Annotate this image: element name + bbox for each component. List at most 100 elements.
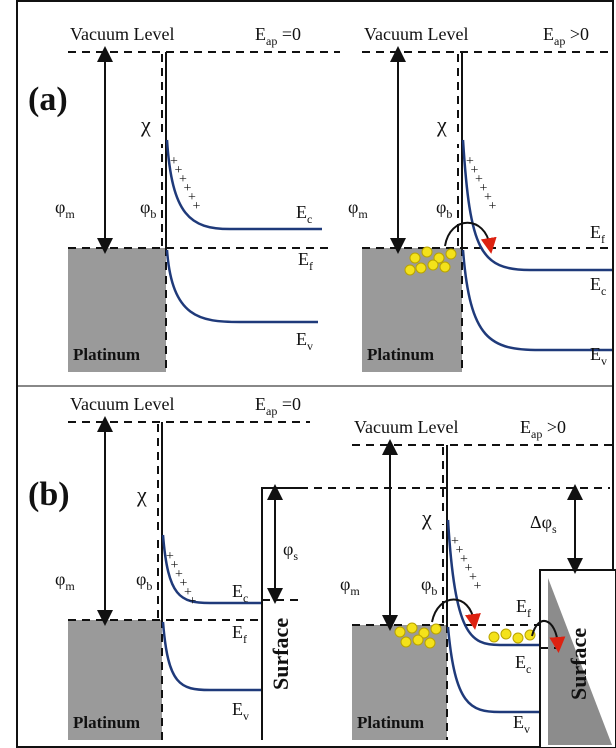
condition-label-base: E [255,24,266,44]
metal-label: Platinum [73,713,140,732]
electron [428,260,438,270]
surface-label: Surface [566,628,591,700]
phi-b-label: φb [436,197,452,221]
chi-label: χ [136,482,147,507]
electron [489,632,499,642]
phi-m-label-sub: m [65,207,75,221]
surface-label: Surface [268,618,293,690]
ec-label: Ec [590,274,606,298]
electron [401,637,411,647]
delta-phi-s-label-sub: s [552,522,557,536]
ef-label: Ef [590,222,605,246]
electron [410,253,420,263]
phi-b-label: φb [136,569,152,593]
ec-label-sub: c [307,212,312,226]
conduction-band [448,520,540,645]
condition-label-suffix: =0 [277,394,301,414]
electron [407,623,417,633]
ec-label: Ec [296,202,312,226]
electron [440,262,450,272]
ef-label-base: E [232,622,243,642]
phi-b-label-sub: b [146,579,152,593]
ec-label: Ec [515,652,531,676]
electron [431,624,441,634]
ec-label-base: E [296,202,307,222]
charge: + [489,199,497,214]
ev-label-sub: v [524,722,530,736]
phi-b-label-sub: b [446,207,452,221]
chi-label: χ [421,505,432,530]
metal-label: Platinum [367,345,434,364]
phi-b-label-sub: b [431,584,437,598]
electron [425,638,435,648]
ef-label-base: E [298,249,309,269]
phi-b-label-base: φ [421,574,431,594]
ev-label: Ev [296,329,313,353]
valence-band [463,250,612,350]
ev-label-base: E [296,329,307,349]
ef-label-sub: f [527,606,531,620]
ec-label: Ec [232,581,248,605]
electron-transfer [445,223,490,246]
ef-label-base: E [516,596,527,616]
condition-label-base: E [255,394,266,414]
ec-label-base: E [590,274,601,294]
charge: + [474,579,482,594]
delta-phi-s-label: Δφs [530,512,557,536]
phi-s-label-sub: s [293,549,298,563]
ev-label: Ev [513,712,530,736]
ef-label-sub: f [309,259,313,273]
metal-label: Platinum [73,345,140,364]
ec-label-base: E [515,652,526,672]
condition-label-sub: ap [266,34,277,48]
condition-label-base: E [520,417,531,437]
phi-m-label: φm [340,574,360,598]
phi-m-label-base: φ [55,197,65,217]
electron [513,633,523,643]
ev-label-sub: v [243,709,249,723]
surface-edge [262,488,300,740]
phi-b-label-sub: b [150,207,156,221]
electron [446,249,456,259]
ef-label-base: E [590,222,601,242]
panel-label: (a) [28,81,68,118]
phi-b-label: φb [140,197,156,221]
phi-b-label-base: φ [140,197,150,217]
metal-label: Platinum [357,713,424,732]
ef-label: Ef [232,622,247,646]
vacuum-label: Vacuum Level [70,24,174,44]
phi-m-label-sub: m [65,579,75,593]
condition-label-suffix: =0 [277,24,301,44]
condition-label: Eap =0 [255,24,301,48]
phi-m-label-base: φ [348,197,358,217]
condition-label-base: E [543,24,554,44]
ef-label-sub: f [243,632,247,646]
phi-b-label-base: φ [436,197,446,217]
condition-label: Eap >0 [543,24,589,48]
phi-b-label: φb [421,574,437,598]
valence-band [167,250,318,322]
condition-label-sub: ap [531,427,542,441]
chi-label: χ [140,112,151,137]
figure: (a) (b) Vacuum LevelEap =0Platinumφmχφb+… [0,0,616,748]
electron-transfer [432,600,474,623]
phi-m-label-sub: m [350,584,360,598]
ev-label: Ev [590,344,607,368]
ev-label: Ev [232,699,249,723]
electron [405,265,415,275]
condition-label-suffix: >0 [565,24,589,44]
valence-band [163,622,262,690]
ev-label-base: E [232,699,243,719]
phi-m-label: φm [348,197,368,221]
ef-label: Ef [298,249,313,273]
ev-label-base: E [590,344,601,364]
ev-label-sub: v [307,339,313,353]
ec-label-sub: c [526,662,531,676]
phi-m-label: φm [55,569,75,593]
ec-label-sub: c [243,591,248,605]
delta-phi-s-label-base: Δφ [530,512,552,532]
phi-m-label-sub: m [358,207,368,221]
phi-m-label-base: φ [55,569,65,589]
vacuum-label: Vacuum Level [364,24,468,44]
condition-label-sub: ap [266,404,277,418]
